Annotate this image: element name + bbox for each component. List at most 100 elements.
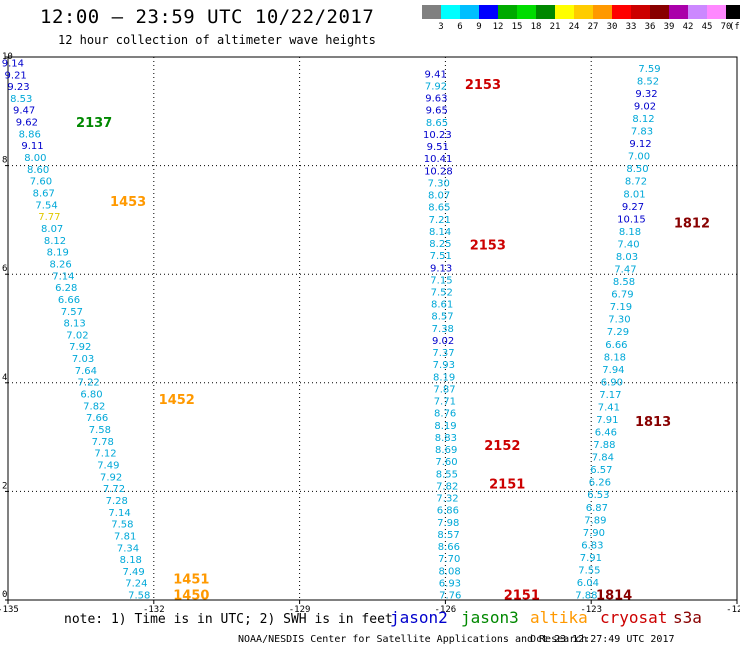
wave-height-value: 7.55: [578, 565, 600, 576]
wave-height-value: 8.83: [435, 433, 457, 444]
color-scale-swatch: [460, 5, 479, 19]
color-scale-swatch: [707, 5, 726, 19]
wave-height-value: 6.87: [586, 503, 608, 514]
color-scale-swatch: [422, 5, 441, 19]
wave-height-value: 8.55: [436, 469, 458, 480]
wave-height-value: 7.24: [125, 579, 147, 590]
y-tick-label: 4: [2, 373, 7, 383]
wave-height-value: 7.60: [435, 457, 457, 468]
wave-height-value: 7.54: [35, 200, 57, 211]
color-scale-swatch: [441, 5, 460, 19]
wave-height-value: 9.41: [425, 69, 447, 80]
color-scale-label: 3: [438, 22, 444, 32]
wave-height-value: 9.63: [425, 94, 447, 105]
pass-time-label: 1812: [674, 217, 710, 232]
wave-height-value: 8.25: [429, 239, 451, 250]
color-scale-label: 27: [587, 22, 599, 32]
wave-height-value: 7.81: [114, 531, 136, 542]
wave-height-value: 8.53: [10, 94, 32, 105]
wave-height-value: 9.65: [426, 106, 448, 117]
color-scale-label: 45: [701, 22, 713, 32]
pass-time-label: 2151: [489, 477, 525, 492]
wave-height-value: 8.72: [625, 177, 647, 188]
generation-timestamp: Oct 23 12:27:49 UTC 2017: [530, 634, 675, 645]
wave-height-value: 7.76: [439, 591, 461, 602]
color-scale-label: 15: [511, 22, 523, 32]
wave-height-value: 7.17: [599, 390, 621, 401]
pass-time-label: 1450: [173, 589, 209, 604]
wave-height-value: 6.86: [437, 506, 459, 517]
legend-altika: altika: [530, 608, 588, 627]
color-scale-label: 6: [457, 22, 463, 32]
wave-height-value: 7.47: [614, 265, 636, 276]
wave-height-value: 8.18: [120, 555, 142, 566]
wave-height-value: 7.58: [89, 425, 111, 436]
wave-height-value: 8.07: [41, 224, 63, 235]
wave-height-value: 7.88: [575, 591, 597, 602]
wave-height-value: 8.18: [619, 227, 641, 238]
wave-height-value: 7.90: [583, 528, 605, 539]
wave-height-value: 6.83: [581, 540, 603, 551]
wave-height-value: 8.58: [613, 277, 635, 288]
wave-height-value: 7.82: [83, 401, 105, 412]
color-scale-label: 42: [682, 22, 694, 32]
x-tick-label: -132: [143, 605, 165, 615]
wave-height-value: 8.65: [428, 203, 450, 214]
wave-height-value: 7.78: [92, 437, 114, 448]
wave-height-value: 8.52: [637, 76, 659, 87]
legend-cryosat: cryosat: [600, 608, 668, 627]
wave-height-value: 8.50: [626, 164, 648, 175]
legend-s3a: s3a: [673, 608, 702, 627]
wave-height-value: 8.00: [24, 153, 46, 164]
color-scale-swatch: [517, 5, 536, 19]
wave-height-value: 8.12: [632, 114, 654, 125]
wave-height-value: 7.88: [593, 440, 615, 451]
wave-height-value: 6.80: [80, 390, 102, 401]
wave-height-value: 6.26: [589, 478, 611, 489]
wave-height-value: 9.14: [2, 58, 24, 69]
color-scale-swatch: [669, 5, 688, 19]
color-scale-swatch: [498, 5, 517, 19]
color-scale-swatch: [612, 5, 631, 19]
wave-height-value: 9.12: [629, 139, 651, 150]
wave-height-value: 10.28: [424, 166, 453, 177]
wave-height-value: 7.72: [103, 484, 125, 495]
wave-height-value: 7.29: [607, 327, 629, 338]
color-scale-swatch: [479, 5, 498, 19]
wave-height-value: 8.01: [623, 189, 645, 200]
x-tick-label: -123: [580, 605, 602, 615]
wave-height-value: 8.08: [438, 566, 460, 577]
wave-height-value: 7.12: [94, 449, 116, 460]
wave-height-value: 7.60: [30, 177, 52, 188]
wave-height-value: 8.19: [433, 372, 455, 383]
wave-height-value: 7.14: [52, 271, 74, 282]
color-scale-label: 18: [530, 22, 542, 32]
wave-height-value: 8.60: [27, 165, 49, 176]
wave-height-value: 8.14: [429, 227, 451, 238]
wave-height-value: 7.77: [38, 212, 60, 223]
pass-time-label: 1451: [173, 572, 209, 587]
wave-height-value: 7.89: [584, 515, 606, 526]
wave-height-value: 7.91: [580, 553, 602, 564]
wave-height-value: 9.32: [635, 89, 657, 100]
wave-height-value: 6.04: [577, 578, 599, 589]
wave-height-value: 8.19: [47, 248, 69, 259]
pass-time-label: 2137: [76, 116, 112, 131]
wave-height-value: 7.92: [100, 472, 122, 483]
wave-height-value: 8.19: [434, 421, 456, 432]
wave-height-value: 7.58: [111, 520, 133, 531]
wave-height-value: 8.07: [428, 191, 450, 202]
wave-height-value: 7.92: [425, 81, 447, 92]
y-tick-label: 10: [2, 52, 13, 62]
wave-height-value: 7.84: [592, 453, 614, 464]
wave-height-value: 7.21: [429, 215, 451, 226]
pass-time-label: 1813: [635, 415, 671, 430]
wave-height-value: 8.12: [44, 236, 66, 247]
wave-height-value: 7.64: [75, 366, 97, 377]
figure-subtitle: 12 hour collection of altimeter wave hei…: [58, 33, 376, 47]
wave-height-value: 8.67: [33, 189, 55, 200]
wave-height-value: 10.41: [424, 154, 453, 165]
wave-height-value: 7.03: [72, 354, 94, 365]
